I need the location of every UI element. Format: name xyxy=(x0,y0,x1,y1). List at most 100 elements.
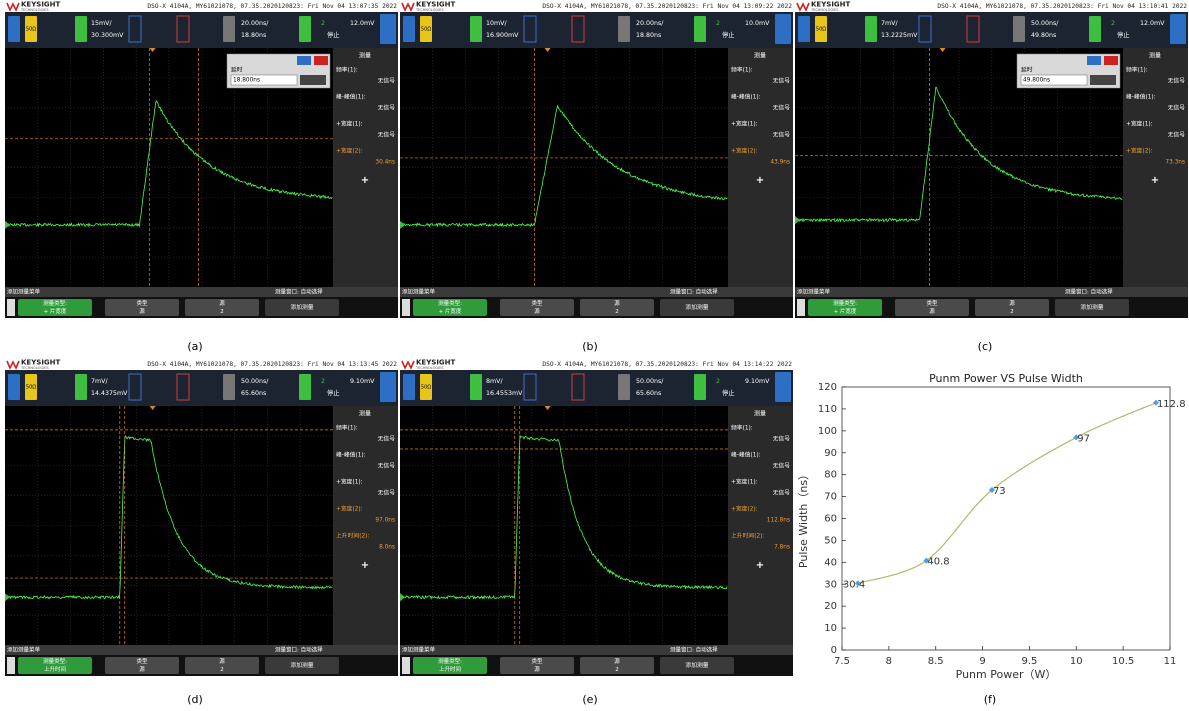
measure-value: 无信号 xyxy=(773,462,791,470)
softkey-label: 添加测量 xyxy=(685,661,708,669)
ch2-box xyxy=(865,16,877,42)
measure-value: 112.8ns xyxy=(767,518,790,524)
horizontal-box xyxy=(618,374,630,400)
panel-caption: (d) xyxy=(187,693,203,706)
add-measure-icon: + xyxy=(756,175,764,186)
softkey-value: 2 xyxy=(220,309,224,315)
x-axis-label: Punm Power（W） xyxy=(956,668,1057,681)
scope-display xyxy=(5,406,333,645)
measure-label: +宽度(1): xyxy=(1126,120,1153,128)
measure-label: +宽度(1): xyxy=(336,120,363,128)
add-measure-icon: + xyxy=(756,560,764,571)
trigger-source: 2 xyxy=(716,378,720,385)
status-right: 测量窗口: 自动选择 xyxy=(1065,288,1113,296)
softkey-value: + 片宽度 xyxy=(834,307,857,315)
delay-value: 49.800ns xyxy=(1023,78,1050,84)
softkey-label: 测量类型: xyxy=(438,657,462,665)
measure-value: 无信号 xyxy=(773,435,791,443)
ch2-setting: 30.300mV xyxy=(91,32,124,39)
back-key xyxy=(7,657,15,674)
measure-label: 上升时间(2): xyxy=(731,532,764,540)
measure-value: 30.4ns xyxy=(375,160,395,166)
menu-icon xyxy=(8,16,20,42)
trigger-level: 12.0mV xyxy=(1140,20,1165,27)
screen-icon xyxy=(775,372,791,402)
measure-value: 无信号 xyxy=(378,77,396,85)
header-text: DSO-X 4104A, MY61021078, 07.35.202012082… xyxy=(542,3,792,10)
timebase-setting: 20.00ns/ xyxy=(241,20,269,27)
delay-title: 延时 xyxy=(1021,66,1033,74)
status-right: 测量窗口: 自动选择 xyxy=(275,288,323,296)
trigger-box xyxy=(299,16,311,42)
y-tick-label: 0 xyxy=(831,645,837,656)
toolbar xyxy=(400,12,793,48)
menu-icon xyxy=(8,374,20,400)
status-bar xyxy=(5,645,398,655)
measure-value: 无信号 xyxy=(378,462,396,470)
trigger-source: 2 xyxy=(1111,20,1115,27)
softkey-value: 源 xyxy=(139,665,145,673)
run-state: 停止 xyxy=(1117,30,1130,39)
add-measure-icon: + xyxy=(361,175,369,186)
trigger-box xyxy=(694,374,706,400)
horizontal-box xyxy=(1013,16,1025,42)
softkey-value: 上升时间 xyxy=(439,665,461,673)
softkey-label: 源 xyxy=(614,657,620,665)
x-tick-label: 8 xyxy=(886,656,892,667)
back-key xyxy=(797,299,805,316)
y-tick-label: 90 xyxy=(824,448,837,459)
ch1-label: 50Ω xyxy=(26,385,36,391)
horizontal-box xyxy=(223,16,235,42)
softkey-value: + 片宽度 xyxy=(44,307,67,315)
measure-label: +宽度(2): xyxy=(336,505,363,513)
status-right: 测量窗口: 自动选择 xyxy=(670,646,718,654)
delay-arrows xyxy=(300,75,326,85)
measure-value: 无信号 xyxy=(1168,131,1186,139)
softkey-label: 类型 xyxy=(926,299,938,307)
measure-label: 频率(1): xyxy=(1126,66,1148,74)
measure-label: +宽度(1): xyxy=(731,120,758,128)
run-state: 停止 xyxy=(722,388,735,397)
menu-icon xyxy=(403,16,415,42)
ch2-box xyxy=(470,16,482,42)
ch2-setting: 16.900mV xyxy=(486,32,519,39)
trigger-level: 9.10mV xyxy=(350,378,375,385)
y-tick-label: 30 xyxy=(824,579,837,590)
softkey-value: 2 xyxy=(220,667,224,673)
panel-caption: (a) xyxy=(187,340,202,353)
delay-arrows xyxy=(1090,75,1116,85)
logo-subtext: TECHNOLOGIES xyxy=(415,8,444,12)
y-tick-label: 100 xyxy=(818,426,837,437)
ch2-setting: 14.4375mV xyxy=(91,390,128,397)
horizontal-box xyxy=(223,374,235,400)
x-tick-label: 7.5 xyxy=(834,656,850,667)
add-measure-icon: + xyxy=(361,560,369,571)
dialog-icon xyxy=(1087,56,1101,65)
softkey-label: 类型 xyxy=(531,657,543,665)
dialog-icon xyxy=(297,56,311,65)
timebase-setting: 49.80ns xyxy=(1031,32,1056,39)
chart-title: Punm Power VS Pulse Width xyxy=(929,372,1083,385)
header-text: DSO-X 4104A, MY61021078, 07.35.202012082… xyxy=(937,3,1187,10)
ch2-setting: 15mV/ xyxy=(91,20,112,27)
trigger-level: 10.0mV xyxy=(745,20,770,27)
measure-title: 测量 xyxy=(1149,52,1161,60)
ch2-setting: 16.4553mV xyxy=(486,390,523,397)
softkey-label: 源 xyxy=(1009,299,1015,307)
plot-frame xyxy=(842,387,1170,650)
run-state: 停止 xyxy=(327,388,340,397)
measure-value: 无信号 xyxy=(773,489,791,497)
timebase-setting: 65.60ns xyxy=(241,390,266,397)
status-bar xyxy=(400,645,793,655)
measure-value: 无信号 xyxy=(773,77,791,85)
softkey-label: 添加测量 xyxy=(1080,303,1103,311)
run-state: 停止 xyxy=(722,30,735,39)
ch2-box xyxy=(75,16,87,42)
softkey-label: 添加测量 xyxy=(685,303,708,311)
softkey-label: 测量类型: xyxy=(833,299,857,307)
chart: Punm Power VS Pulse Width010203040506070… xyxy=(797,372,1186,706)
measure-label: 上升时间(2): xyxy=(336,532,369,540)
trigger-box xyxy=(1089,16,1101,42)
scope-display xyxy=(400,406,728,645)
